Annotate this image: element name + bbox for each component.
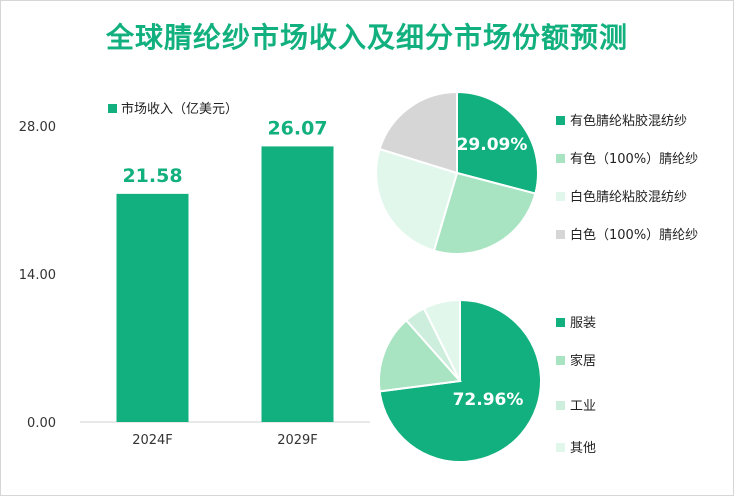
pie2-slice-1 <box>378 318 463 393</box>
x-tick-label-0: 2024F <box>132 433 173 448</box>
pie1-slice-1 <box>432 171 537 255</box>
pie2-legend-label-0: 服装 <box>570 316 596 331</box>
pie1-legend-label-0: 有色腈纶粘胶混纺纱 <box>570 113 687 129</box>
pie1-data-label-0: 29.09% <box>457 135 528 155</box>
pie2-slice-3 <box>422 298 461 382</box>
pie1-legend-label-2: 白色腈纶粘胶混纺纱 <box>570 189 687 205</box>
pie1-legend-swatch-2 <box>556 192 565 201</box>
pie1-legend-swatch-1 <box>556 154 565 163</box>
pie2-data-label-0: 72.96% <box>453 390 524 410</box>
pie1-legend-swatch-0 <box>556 116 565 125</box>
pie2-legend-label-3: 其他 <box>570 441 596 456</box>
pie1-slice-3 <box>378 90 458 175</box>
y-tick-label-2: 28.00 <box>19 120 56 135</box>
bar-0 <box>116 193 189 422</box>
y-tick-label-1: 14.00 <box>19 268 56 283</box>
chart-title: 全球腈纶纱市场收入及细分市场份额预测 <box>105 21 628 54</box>
pie1-slice-2 <box>375 147 459 252</box>
bar-legend-swatch <box>108 104 117 113</box>
pie1-legend-label-1: 有色（100%）腈纶纱 <box>570 151 698 167</box>
x-tick-label-1: 2029F <box>277 433 318 448</box>
pie2-legend-swatch-3 <box>556 443 565 452</box>
pie1-legend-label-3: 白色（100%）腈纶纱 <box>570 227 698 243</box>
y-tick-label-0: 0.00 <box>27 416 56 431</box>
pie2-legend-swatch-1 <box>556 356 565 365</box>
pie1-slice-0 <box>456 90 539 195</box>
pie2-legend-label-1: 家居 <box>570 353 596 369</box>
bar-data-label-1: 26.07 <box>267 117 327 139</box>
pie1-legend-swatch-3 <box>556 230 565 239</box>
pie2-legend-swatch-0 <box>556 318 565 327</box>
bar-data-label-0: 21.58 <box>122 165 182 187</box>
bar-legend-label: 市场收入（亿美元） <box>121 101 238 117</box>
pie2-legend-label-2: 工业 <box>570 399 596 414</box>
bar-1 <box>261 146 334 422</box>
pie2-legend-swatch-2 <box>556 401 565 410</box>
